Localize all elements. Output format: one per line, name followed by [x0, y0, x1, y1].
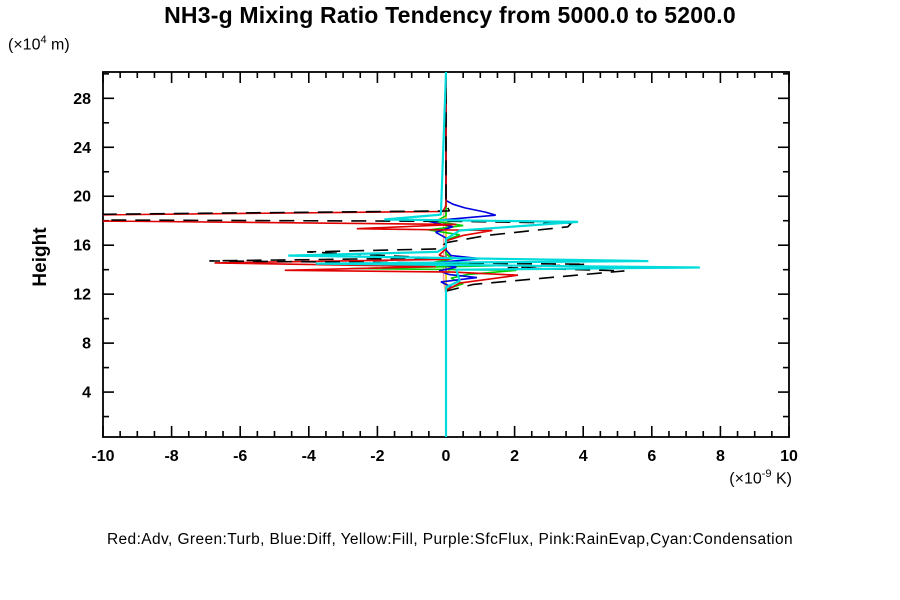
legend-caption: Red:Adv, Green:Turb, Blue:Diff, Yellow:F… — [106, 531, 794, 548]
y-tick-label: 24 — [73, 140, 91, 157]
y-unit-prefix: (×10 — [8, 36, 41, 54]
series-diff-line — [428, 72, 496, 437]
series-total-line — [103, 72, 625, 437]
y-tick-label: 20 — [73, 189, 91, 206]
y-tick-label: 12 — [73, 287, 91, 304]
x-tick-label: -6 — [233, 448, 247, 465]
x-unit-exponent: -9 — [761, 468, 772, 480]
x-tick-label: 6 — [647, 448, 656, 465]
x-unit-prefix: (×10 — [729, 470, 762, 488]
x-unit-suffix: K) — [771, 470, 792, 488]
x-tick-label: 4 — [579, 448, 588, 465]
y-tick-label: 4 — [82, 385, 91, 402]
y-tick-label: 28 — [73, 91, 91, 108]
x-tick-label: -4 — [302, 448, 316, 465]
x-tick-label: 2 — [510, 448, 519, 465]
x-tick-label: -2 — [370, 448, 384, 465]
y-tick-label: 16 — [73, 238, 91, 255]
y-tick-label: 8 — [82, 336, 91, 353]
y-unit-exponent: 4 — [40, 34, 47, 46]
series-condensation-line — [288, 72, 700, 437]
x-tick-label: -8 — [164, 448, 178, 465]
x-tick-label: 0 — [442, 448, 451, 465]
x-axis-unit-label: (×10-9 K) — [729, 468, 792, 488]
plot-title: NH3-g Mixing Ratio Tendency from 5000.0 … — [164, 2, 736, 28]
y-unit-suffix: m) — [46, 36, 70, 54]
x-tick-label: 8 — [716, 448, 725, 465]
x-tick-label: -10 — [91, 448, 114, 465]
series-adv-line — [103, 72, 519, 437]
y-axis-unit-label: (×104 m) — [8, 34, 70, 54]
series-turb-line — [349, 72, 517, 437]
x-tick-label: 10 — [780, 448, 798, 465]
